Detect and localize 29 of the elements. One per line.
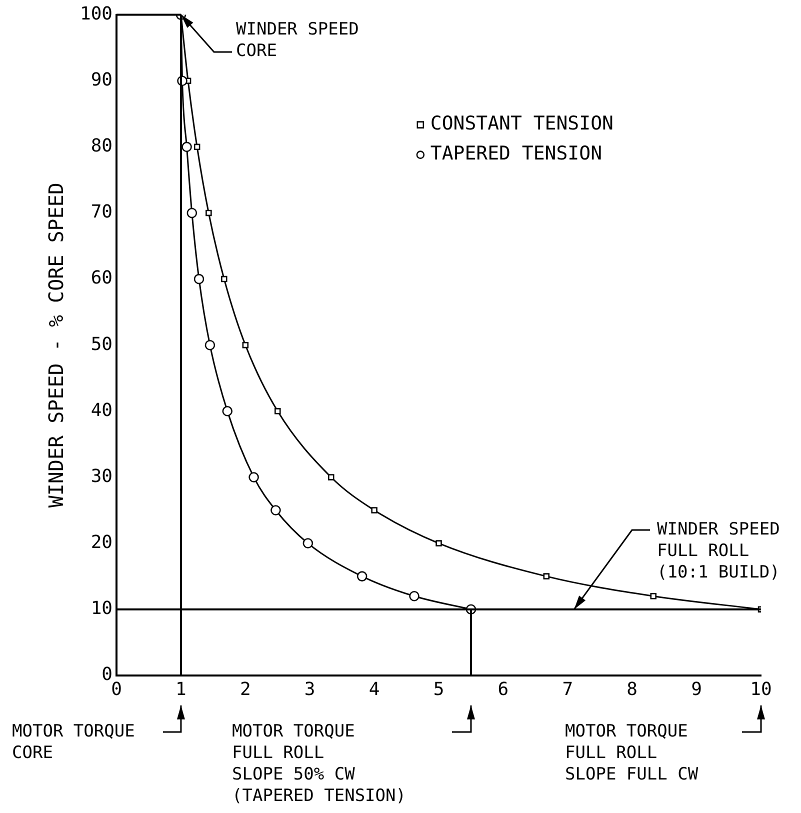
text: MOTOR TORQUE FULL ROLL SLOPE FULL CW (565, 721, 699, 784)
x-tick-label: 7 (562, 678, 574, 700)
y-axis-title: WINDER SPEED - % CORE SPEED (44, 182, 68, 508)
y-tick-label: 50 (90, 334, 113, 355)
x-tick-label: 4 (368, 678, 380, 700)
y-tick-label: 30 (90, 466, 113, 487)
y-tick-label: 20 (90, 532, 113, 553)
text: MOTOR TORQUE CORE (12, 721, 135, 763)
y-tick-label: 10 (90, 598, 113, 620)
annotation: WINDER SPEED CORE (236, 19, 359, 61)
x-tick-label: 1 (176, 678, 186, 700)
y-tick-label: 0 (102, 664, 113, 686)
y-tick-label: 60 (90, 268, 113, 289)
legend-label: TAPERED TENSION (430, 142, 602, 165)
x-tick-label: 2 (240, 678, 251, 700)
y-tick-label: 100 (80, 3, 113, 24)
x-tick-label: 3 (304, 678, 316, 700)
x-tick-label: 5 (433, 678, 444, 700)
legend-label: CONSTANT TENSION (430, 112, 614, 135)
x-tick-label: 8 (626, 678, 638, 700)
y-tick-label: 70 (90, 202, 113, 223)
y-tick-label: 90 (90, 70, 113, 91)
x-tick-label: 6 (498, 678, 509, 700)
y-tick-label: 40 (90, 400, 113, 421)
y-tick-label: 80 (90, 136, 113, 157)
x-tick-label: 9 (691, 678, 702, 700)
x-tick-label: 10 (750, 678, 772, 700)
text: MOTOR TORQUE FULL ROLL SLOPE 50% CW (TAPERED TENSION) (232, 721, 406, 806)
annotation: WINDER SPEED FULL ROLL (10:1 BUILD) (657, 519, 780, 582)
